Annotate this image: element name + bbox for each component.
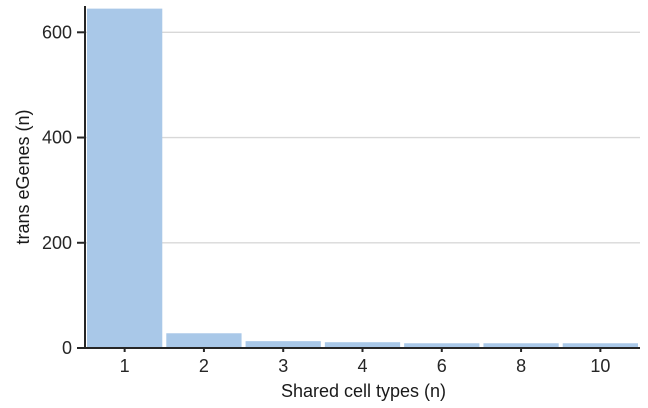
bar-8	[483, 343, 559, 348]
y-tick-label: 600	[42, 22, 72, 42]
x-tick-label: 10	[590, 356, 610, 376]
x-tick-label: 4	[357, 356, 367, 376]
bar-2	[166, 333, 242, 348]
y-tick-label: 400	[42, 128, 72, 148]
y-axis-label: trans eGenes (n)	[13, 109, 33, 245]
y-tick-label: 200	[42, 233, 72, 253]
bar-1	[87, 8, 163, 349]
bar-3	[245, 341, 321, 348]
x-axis-label: Shared cell types (n)	[280, 381, 447, 401]
bar-4	[324, 342, 401, 348]
bar-6	[404, 343, 480, 348]
x-tick-label: 1	[120, 356, 130, 376]
x-tick-label: 8	[516, 356, 526, 376]
x-tick-label: 6	[437, 356, 447, 376]
x-tick-label: 2	[199, 356, 209, 376]
x-tick-label: 3	[278, 356, 288, 376]
y-tick-label: 0	[62, 338, 72, 358]
bar-10	[562, 343, 638, 348]
